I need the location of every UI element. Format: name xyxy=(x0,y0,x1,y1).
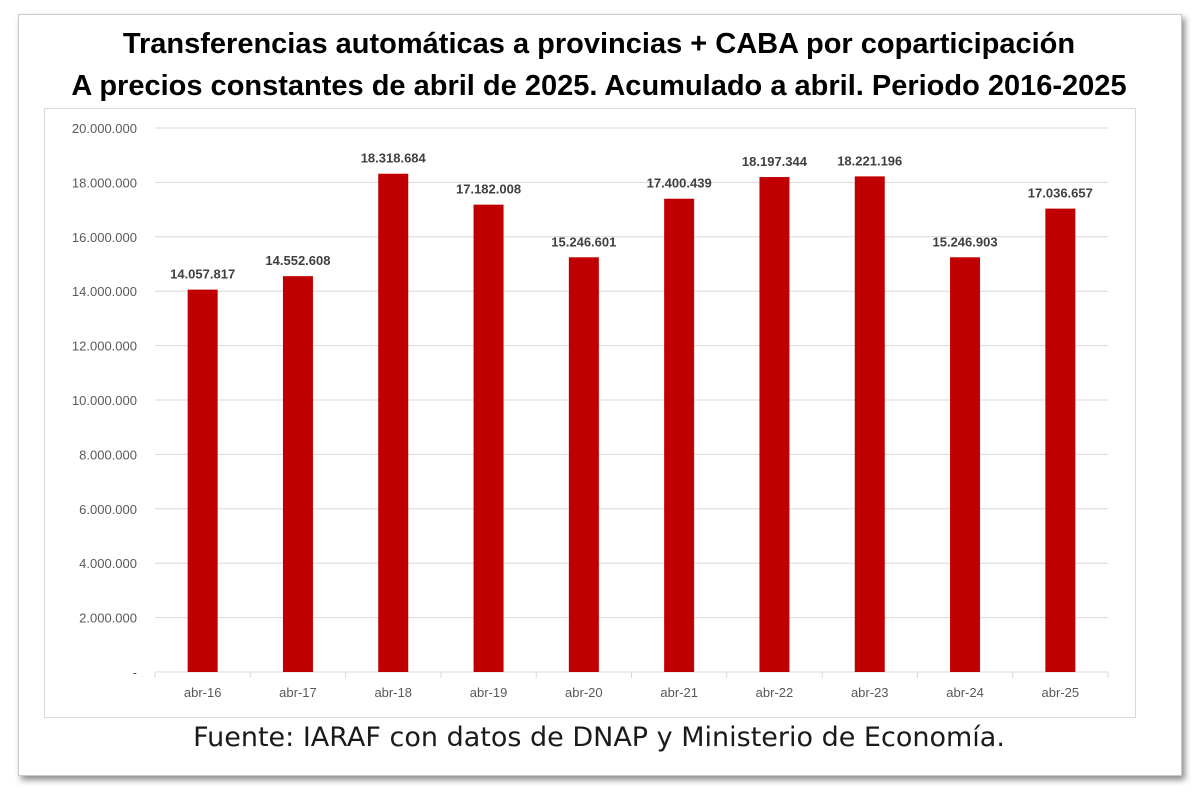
bar xyxy=(854,176,885,672)
gridlines xyxy=(155,127,1108,673)
bar xyxy=(568,257,599,672)
bar xyxy=(1045,208,1076,672)
bar xyxy=(664,198,695,672)
x-tick-label: abr-20 xyxy=(565,685,603,700)
data-label: 14.057.817 xyxy=(170,267,235,282)
y-tick-label: 6.000.000 xyxy=(79,502,137,517)
data-label: 15.246.601 xyxy=(551,234,616,249)
y-tick-label: 4.000.000 xyxy=(79,556,137,571)
y-tick-label: 10.000.000 xyxy=(72,393,137,408)
bar xyxy=(473,204,504,672)
x-tick-label: abr-18 xyxy=(374,685,412,700)
y-tick-label: 20.000.000 xyxy=(72,121,137,136)
x-tick-label: abr-23 xyxy=(851,685,889,700)
data-labels: 14.057.817 14.552.608 18.318.684 17.182.008… xyxy=(170,151,1093,282)
data-label: 17.036.657 xyxy=(1028,186,1093,201)
x-tick-label: abr-22 xyxy=(756,685,794,700)
y-tick-label: 16.000.000 xyxy=(72,230,137,245)
y-axis-ticks: - 2.000.000 4.000.000 6.000.000 8.000.000 10.… xyxy=(72,121,137,680)
x-tick-label: abr-16 xyxy=(184,685,222,700)
x-tick-label: abr-17 xyxy=(279,685,317,700)
chart-subtitle: A precios constantes de abril de 2025. A… xyxy=(71,70,1127,102)
chart-title: Transferencias automáticas a provincias … xyxy=(122,28,1076,60)
data-label: 17.182.008 xyxy=(456,182,521,197)
source-note: Fuente: IARAF con datos de DNAP y Minist… xyxy=(193,722,1005,753)
data-label: 18.318.684 xyxy=(361,151,427,166)
bars xyxy=(187,173,1076,673)
y-tick-label: 8.000.000 xyxy=(79,447,137,462)
x-tick-label: abr-21 xyxy=(660,685,698,700)
bar xyxy=(378,173,409,672)
bar xyxy=(187,289,218,672)
bar xyxy=(950,257,981,672)
x-tick-label: abr-24 xyxy=(946,685,984,700)
data-label: 15.246.903 xyxy=(933,234,998,249)
y-tick-label: 18.000.000 xyxy=(72,175,137,190)
data-label: 14.552.608 xyxy=(265,253,330,268)
y-tick-label: - xyxy=(133,665,137,680)
data-label: 17.400.439 xyxy=(647,176,712,191)
bar xyxy=(759,177,790,673)
y-tick-label: 12.000.000 xyxy=(72,339,137,354)
data-label: 18.197.344 xyxy=(742,154,808,169)
x-tick-label: abr-25 xyxy=(1042,685,1080,700)
data-label: 18.221.196 xyxy=(837,153,902,168)
x-axis-ticks: abr-16 abr-17 abr-18 abr-19 abr-20 abr-21 abr-… xyxy=(154,672,1109,700)
x-tick-label: abr-19 xyxy=(470,685,508,700)
y-tick-label: 2.000.000 xyxy=(79,611,137,626)
bar xyxy=(282,276,313,672)
y-tick-label: 14.000.000 xyxy=(72,284,137,299)
